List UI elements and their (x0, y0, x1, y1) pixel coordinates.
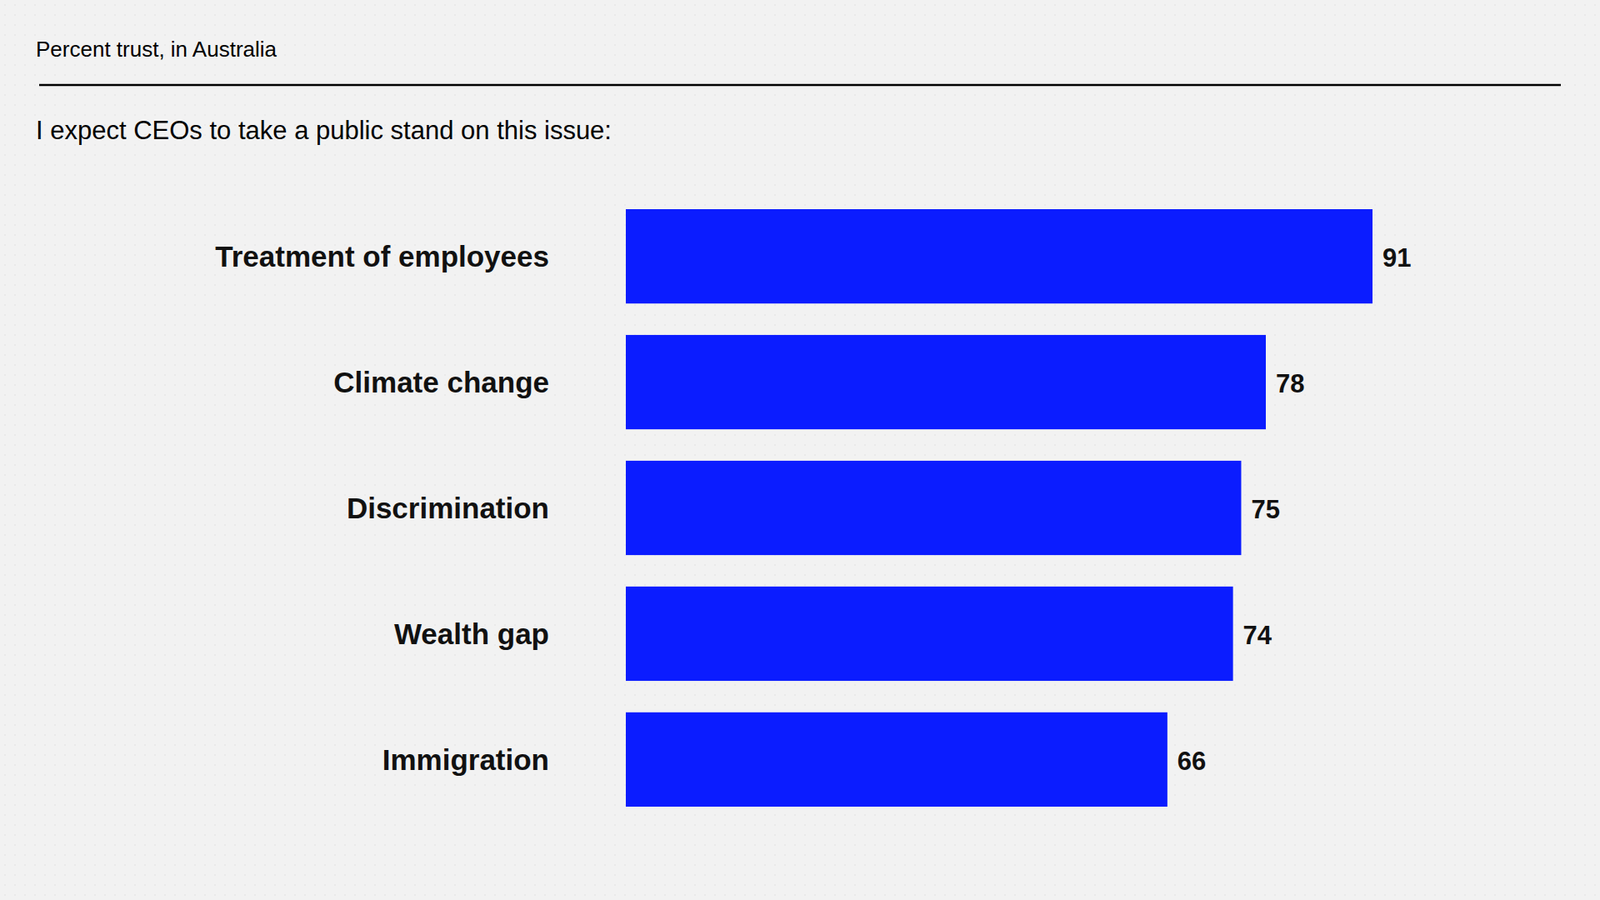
labels: Treatment of employees Climate change Disc… (215, 240, 1411, 776)
bars (625, 209, 1373, 807)
category-label: Immigration (382, 743, 550, 776)
data-label: 66 (1177, 746, 1206, 776)
data-label: 74 (1243, 620, 1273, 650)
title: I expect CEOs to take a public stand on … (35, 115, 612, 145)
category-label: Climate change (333, 365, 550, 399)
data-label: 75 (1250, 495, 1280, 525)
background (0, 0, 1600, 900)
category-label: Wealth gap (394, 617, 550, 650)
category-label: Discrimination (346, 491, 550, 525)
chart-svg: Percent trust, in Australia I expect CEOs… (0, 0, 1600, 900)
bar (625, 712, 1168, 807)
bar (625, 586, 1234, 681)
category-label: Treatment of employees (215, 240, 550, 273)
data-label: 78 (1275, 369, 1305, 399)
bar (625, 460, 1241, 555)
bar (625, 335, 1266, 430)
data-label: 91 (1382, 243, 1411, 273)
header: Percent trust, in Australia (35, 36, 278, 62)
header-rule (39, 84, 1561, 87)
bar (625, 209, 1373, 304)
background-dots (0, 0, 1600, 900)
